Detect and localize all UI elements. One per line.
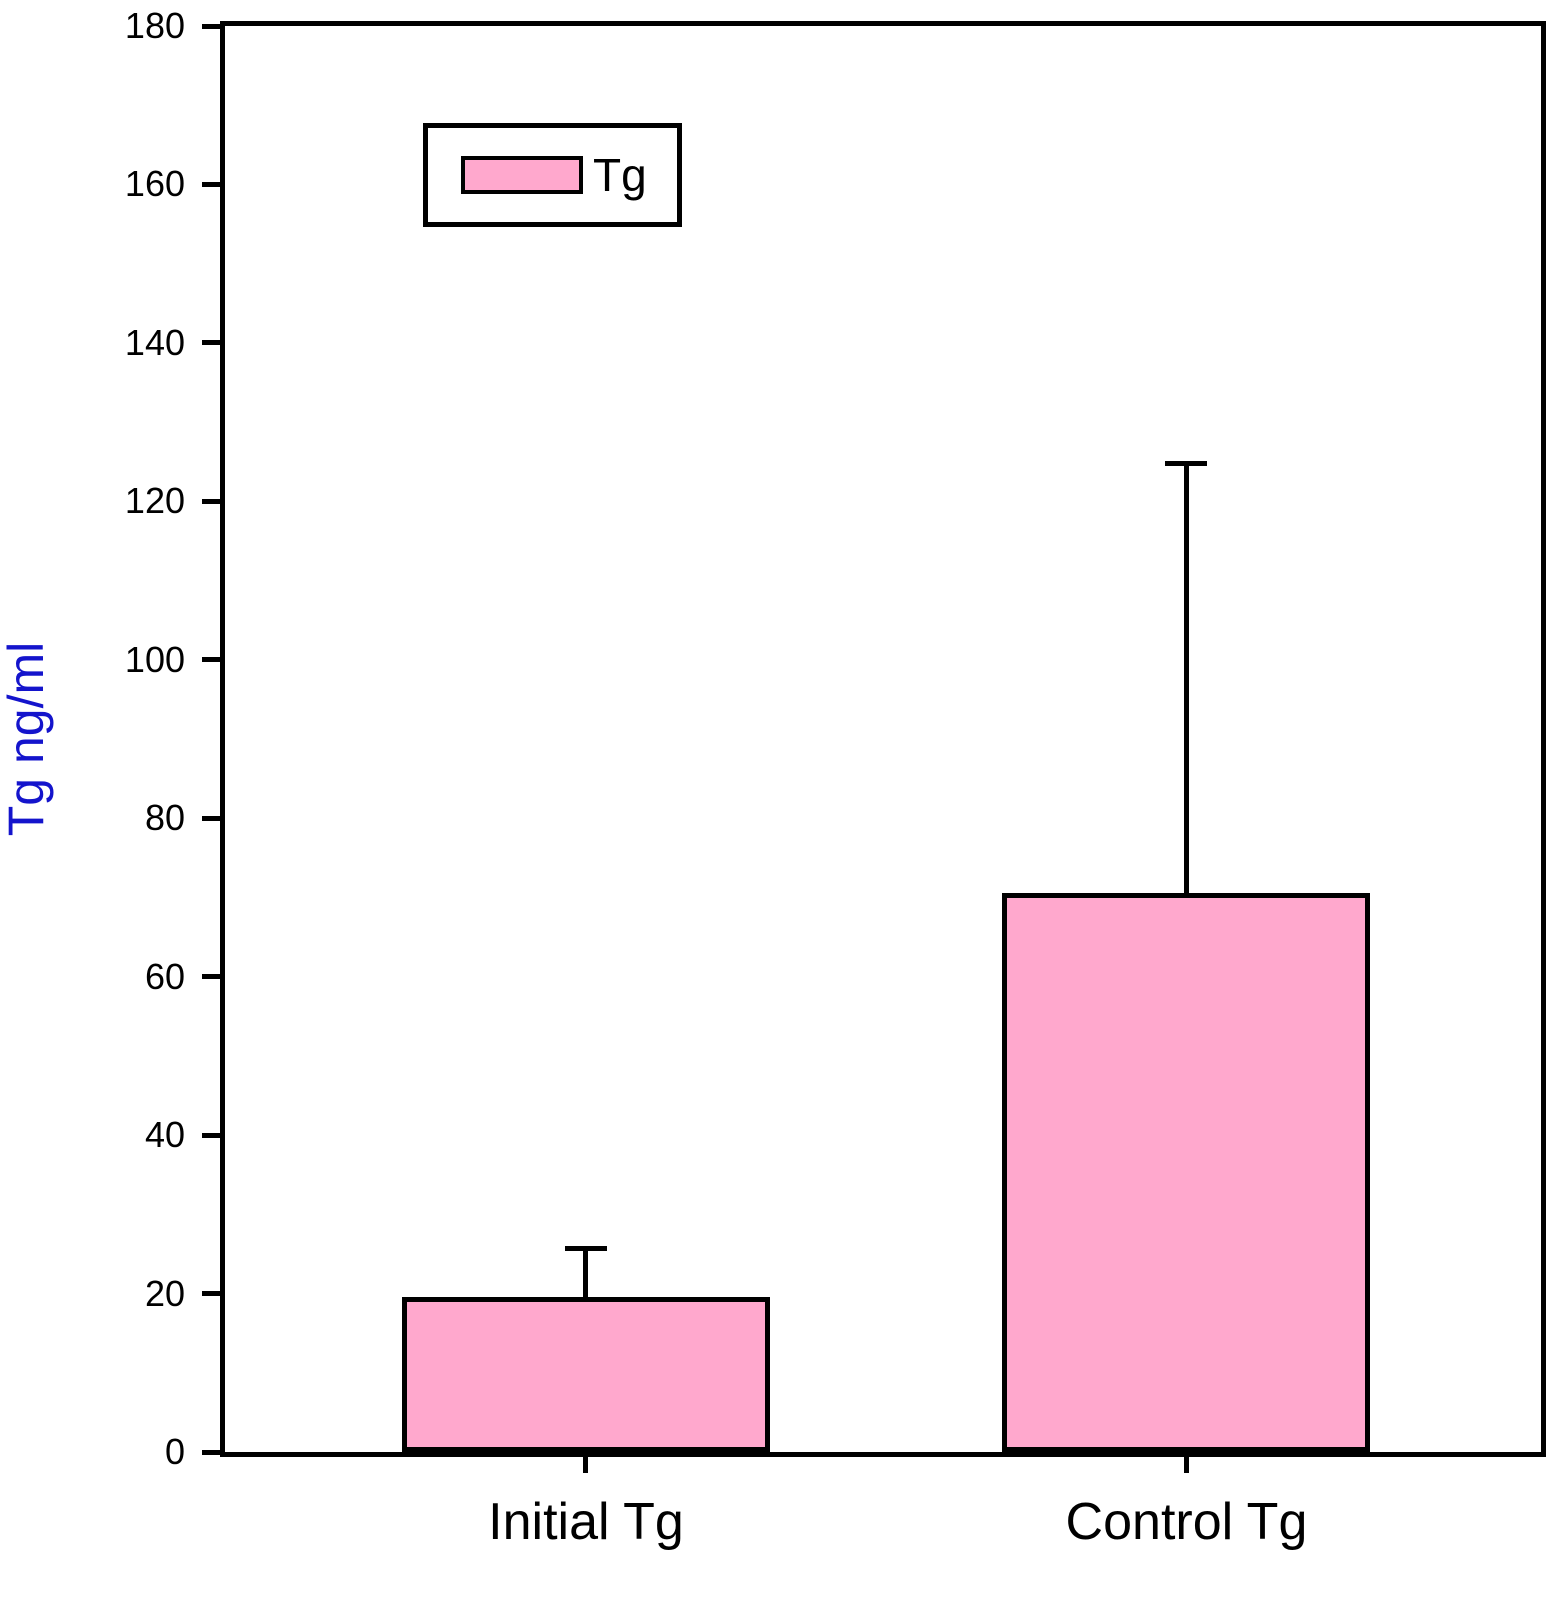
y-axis-title: Tg ng/ml <box>0 641 54 837</box>
y-axis-tick-label: 140 <box>124 321 185 363</box>
legend-swatch-icon <box>461 156 583 194</box>
y-axis-tick <box>202 23 220 29</box>
legend: Tg <box>423 123 682 227</box>
x-axis-tick <box>1183 1457 1189 1473</box>
y-axis-tick <box>202 1291 220 1297</box>
y-axis-tick <box>202 1132 220 1138</box>
y-axis-tick-label: 80 <box>144 797 185 839</box>
y-axis-tick-label: 160 <box>124 163 185 205</box>
error-bar-stem <box>583 1248 589 1297</box>
y-axis-tick-label: 180 <box>124 5 185 46</box>
x-category-label: Initial Tg <box>488 1493 684 1551</box>
y-axis-tick-label: 40 <box>144 1114 185 1156</box>
y-axis-tick <box>202 181 220 187</box>
error-bar-stem <box>1183 463 1189 894</box>
y-axis-tick-label: 20 <box>144 1272 185 1314</box>
y-axis-tick-label: 100 <box>124 638 185 680</box>
y-axis-tick-label: 120 <box>124 480 185 522</box>
y-axis-tick-label: 60 <box>144 955 185 997</box>
y-axis-tick <box>202 657 220 663</box>
x-axis-tick <box>583 1457 589 1473</box>
error-bar-cap <box>564 1245 607 1251</box>
y-axis-tick <box>202 974 220 980</box>
y-axis-tick <box>202 340 220 346</box>
bar-control-tg <box>1002 893 1371 1452</box>
y-axis-tick-label: 0 <box>164 1431 185 1472</box>
y-axis-tick <box>202 498 220 504</box>
y-axis-tick <box>202 815 220 821</box>
y-axis-tick <box>202 1449 220 1455</box>
x-category-label: Control Tg <box>1065 1493 1308 1551</box>
legend-label: Tg <box>593 149 647 201</box>
bar-initial-tg <box>402 1296 770 1452</box>
error-bar-cap <box>1165 460 1208 466</box>
